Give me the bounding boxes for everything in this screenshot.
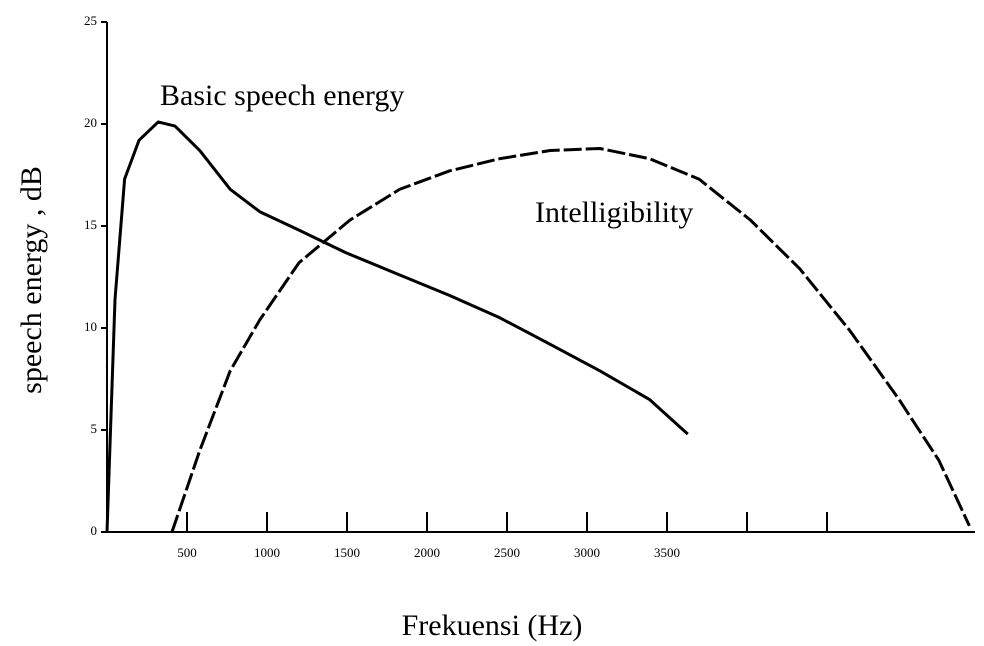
y-tick-label: 25 xyxy=(84,13,97,28)
series-line xyxy=(170,146,971,533)
annotation: Intelligibility xyxy=(535,196,693,229)
y-tick-label: 0 xyxy=(91,523,98,538)
annotation: Basic speech energy xyxy=(160,79,404,112)
y-axis-title: speech energy , dB xyxy=(15,166,48,394)
x-tick-label: 500 xyxy=(177,545,197,560)
x-tick-label: 1500 xyxy=(334,545,360,560)
x-tick-label: 2000 xyxy=(414,545,440,560)
y-tick-label: 20 xyxy=(84,115,97,130)
y-tick-label: 15 xyxy=(84,217,97,232)
y-tick-label: 10 xyxy=(84,319,97,334)
x-tick-label: 3500 xyxy=(654,545,680,560)
series-line xyxy=(105,120,689,533)
x-tick-label: 1000 xyxy=(254,545,280,560)
x-tick-label: 3000 xyxy=(574,545,600,560)
x-axis-title: Frekuensi (Hz) xyxy=(402,609,583,642)
x-tick-label: 2500 xyxy=(494,545,520,560)
y-tick-label: 5 xyxy=(91,421,98,436)
